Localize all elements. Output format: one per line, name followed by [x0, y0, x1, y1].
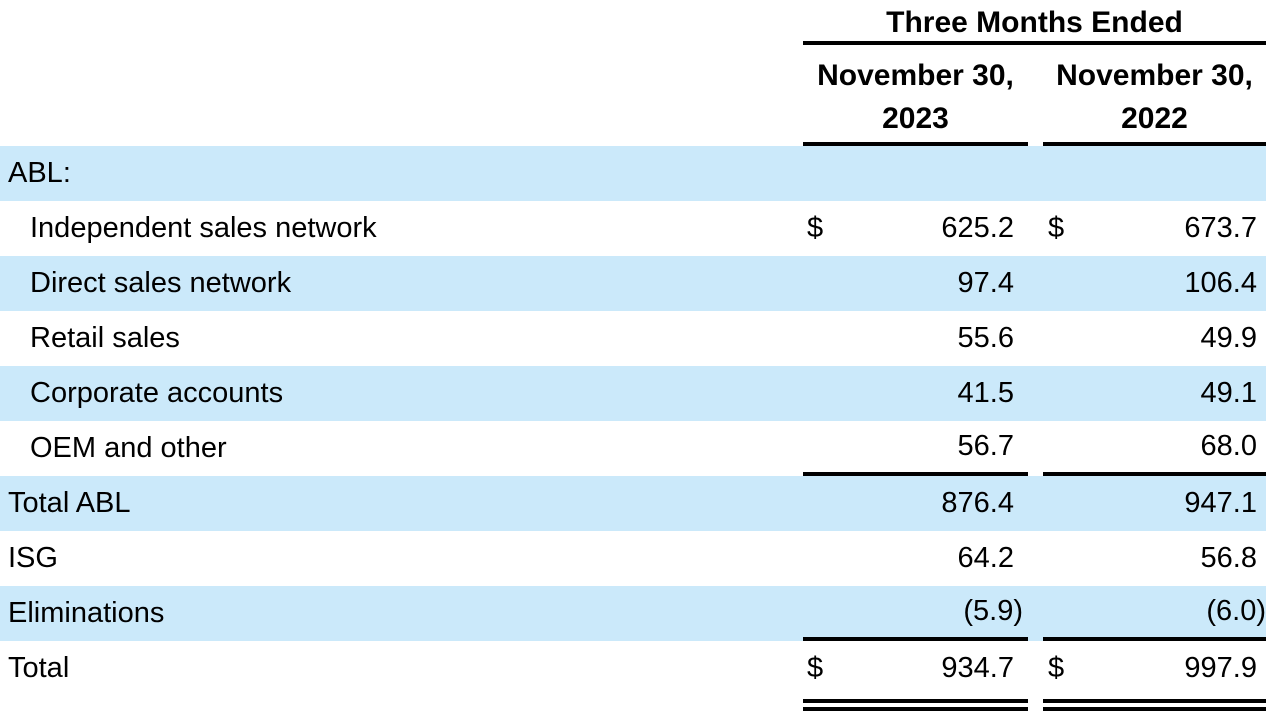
column-header-2022-line1: November 30,	[1056, 59, 1253, 92]
value-2022: 49.9	[1200, 322, 1257, 354]
table-row-retail-sales: Retail sales 55.6 49.9	[0, 311, 1266, 366]
row-label: Total ABL	[8, 487, 131, 519]
column-header-2023: November 30, 2023	[803, 45, 1028, 146]
column-gap	[1028, 531, 1043, 586]
column-header-2022: November 30, 2022	[1043, 45, 1266, 146]
column-header-2023-line1: November 30,	[817, 59, 1014, 92]
column-gap	[1028, 476, 1043, 531]
value-cell-2022: 106.4	[1043, 256, 1266, 311]
value-cell-2022	[1043, 146, 1266, 201]
value-2023: (5.9)	[963, 595, 1023, 627]
column-gap	[1028, 146, 1043, 201]
value-cell-2023: 64.2	[803, 531, 1028, 586]
row-label: Independent sales network	[30, 212, 377, 244]
value-2023: 934.7	[941, 652, 1014, 684]
table-row-oem-and-other: OEM and other 56.7 68.0	[0, 421, 1266, 476]
table-row-independent-sales-network: Independent sales network $625.2 $673.7	[0, 201, 1266, 256]
value-cell-2023: $934.7	[803, 641, 1028, 696]
column-header-2022-line2: 2022	[1121, 102, 1188, 135]
value-cell-2022: 947.1	[1043, 476, 1266, 531]
table-row-isg: ISG 64.2 56.8	[0, 531, 1266, 586]
table-row-total-abl: Total ABL 876.4 947.1	[0, 476, 1266, 531]
dollar-sign: $	[807, 652, 824, 684]
value-2022: 997.9	[1184, 652, 1257, 684]
column-gap	[1028, 256, 1043, 311]
value-2022: (6.0)	[1206, 595, 1266, 627]
double-underline-2022	[1043, 699, 1266, 711]
column-gap	[1028, 699, 1043, 711]
value-2022: 106.4	[1184, 267, 1257, 299]
value-cell-2022: (6.0)	[1043, 586, 1266, 641]
value-cell-2022: 49.1	[1043, 366, 1266, 421]
table-row-eliminations: Eliminations (5.9) (6.0)	[0, 586, 1266, 641]
value-cell-2023: 56.7	[803, 421, 1028, 476]
value-2022: 49.1	[1200, 377, 1257, 409]
table-header: Three Months Ended November 30, 2023 Nov…	[803, 0, 1266, 146]
column-header-2023-line2: 2023	[882, 102, 949, 135]
value-2023: 56.7	[957, 430, 1014, 462]
value-cell-2023	[803, 146, 1028, 201]
column-gap	[1028, 311, 1043, 366]
table-row-total: Total $934.7 $997.9	[0, 641, 1266, 696]
value-cell-2022: $997.9	[1043, 641, 1266, 696]
value-2023: 41.5	[957, 377, 1014, 409]
value-2023: 55.6	[957, 322, 1014, 354]
column-gap	[1028, 45, 1043, 146]
column-gap	[1028, 201, 1043, 256]
column-gap	[1028, 586, 1043, 641]
column-headers: November 30, 2023 November 30, 2022	[803, 45, 1266, 146]
value-cell-2023: (5.9)	[803, 586, 1028, 641]
value-cell-2022: $673.7	[1043, 201, 1266, 256]
value-2023: 625.2	[941, 212, 1014, 244]
value-2022: 56.8	[1200, 542, 1257, 574]
double-underline-2023	[803, 699, 1028, 711]
value-cell-2022: 56.8	[1043, 531, 1266, 586]
value-2022: 947.1	[1184, 487, 1257, 519]
dollar-sign: $	[1048, 652, 1065, 684]
table-row-direct-sales-network: Direct sales network 97.4 106.4	[0, 256, 1266, 311]
value-cell-2023: 55.6	[803, 311, 1028, 366]
row-label: Corporate accounts	[30, 377, 284, 409]
dollar-sign: $	[807, 212, 824, 244]
value-2023: 97.4	[957, 267, 1014, 299]
row-label: Retail sales	[30, 322, 180, 354]
row-label: Total	[8, 652, 70, 684]
column-gap	[1028, 641, 1043, 696]
value-2022: 673.7	[1184, 212, 1257, 244]
column-gap	[1028, 421, 1043, 476]
row-label: ABL:	[8, 157, 71, 189]
value-2022: 68.0	[1200, 430, 1257, 462]
value-cell-2023: 876.4	[803, 476, 1028, 531]
value-2023: 876.4	[941, 487, 1014, 519]
row-label: Direct sales network	[30, 267, 292, 299]
row-label: ISG	[8, 542, 58, 574]
value-cell-2023: 41.5	[803, 366, 1028, 421]
column-gap	[1028, 366, 1043, 421]
table-row-corporate-accounts: Corporate accounts 41.5 49.1	[0, 366, 1266, 421]
value-cell-2022: 49.9	[1043, 311, 1266, 366]
value-2023: 64.2	[957, 542, 1014, 574]
grand-total-double-rule	[0, 699, 1266, 711]
row-label: OEM and other	[30, 432, 227, 464]
table-title: Three Months Ended	[886, 5, 1183, 39]
title-underline	[803, 41, 1266, 45]
value-cell-2023: $625.2	[803, 201, 1028, 256]
row-label: Eliminations	[8, 597, 165, 629]
dollar-sign: $	[1048, 212, 1065, 244]
table-row-abl-heading: ABL:	[0, 146, 1266, 201]
value-cell-2022: 68.0	[1043, 421, 1266, 476]
value-cell-2023: 97.4	[803, 256, 1028, 311]
rule-spacer	[0, 699, 803, 711]
